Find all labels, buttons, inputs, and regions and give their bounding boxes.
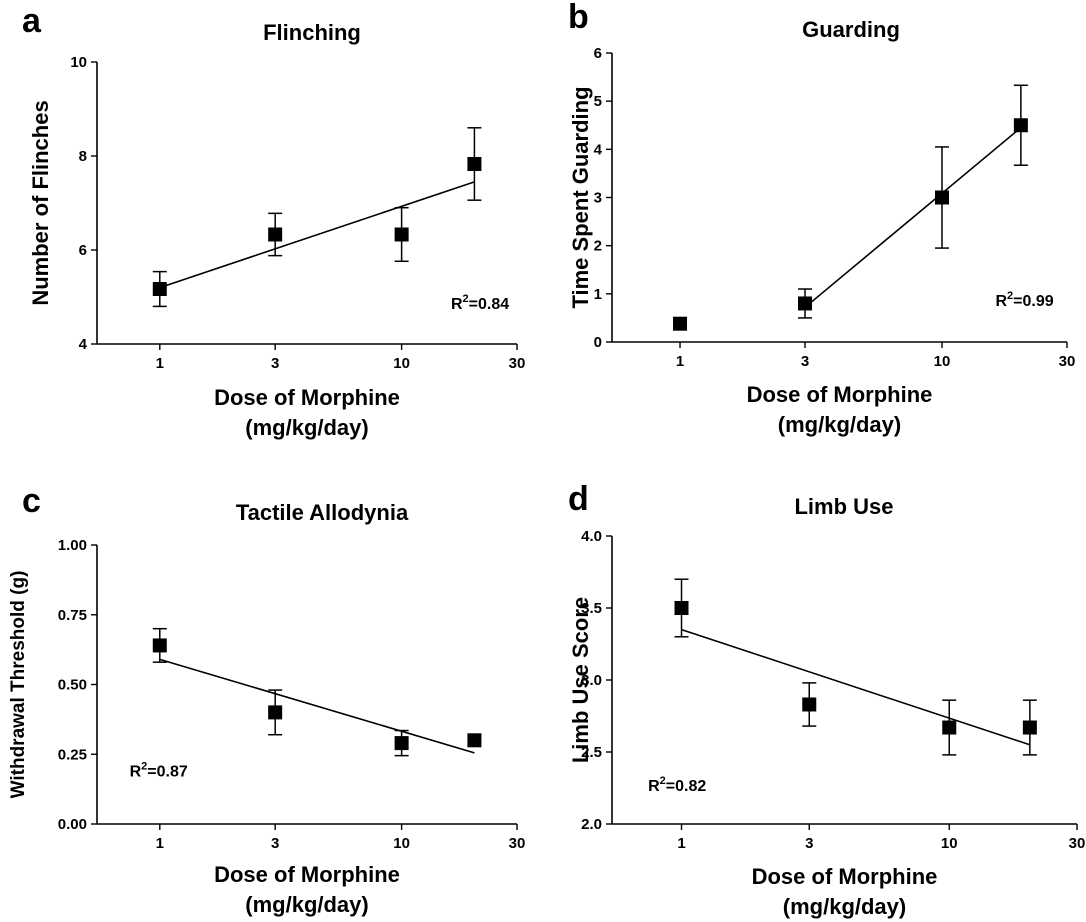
data-point	[802, 697, 817, 712]
y-tick-label: 3.0	[581, 672, 602, 689]
x-tick-label: 3	[805, 835, 813, 852]
y-tick-label: 3.5	[581, 600, 602, 617]
y-axis-label: Withdrawal Threshold (g)	[8, 571, 29, 799]
y-tick-label: 6	[79, 242, 87, 259]
y-tick-label: 4	[79, 336, 88, 353]
x-tick-label: 30	[1069, 835, 1086, 852]
x-axis-label: Dose of Morphine	[752, 864, 938, 889]
data-point	[467, 733, 482, 748]
chart-panel-c: c Tactile Allodynia 0.00 0.25 0.50 0.75 1.00 1 3…	[8, 482, 525, 917]
y-tick-label: 0.25	[58, 746, 87, 763]
y-tick-label: 0	[594, 334, 602, 351]
x-tick-label: 10	[393, 835, 410, 852]
r-squared-annotation: R2=0.84	[451, 293, 509, 313]
chart-title: Guarding	[802, 17, 900, 42]
fit-line	[804, 127, 1022, 308]
x-axis-label: Dose of Morphine	[747, 382, 933, 407]
data-point	[1013, 118, 1028, 133]
chart-title: Limb Use	[794, 494, 893, 519]
y-tick-label: 10	[70, 54, 87, 71]
y-axis-label: Time Spent Guarding	[568, 86, 593, 308]
data-point	[152, 638, 167, 653]
data-point	[1022, 720, 1037, 735]
y-tick-label: 1	[594, 286, 602, 303]
x-tick-label: 30	[509, 355, 526, 372]
data-point	[674, 601, 689, 615]
x-axis-label: (mg/kg/day)	[783, 894, 906, 919]
y-tick-label: 0.00	[58, 816, 87, 833]
x-axis-label: (mg/kg/day)	[245, 892, 368, 917]
r-squared-annotation: R2=0.99	[995, 290, 1053, 310]
data-point	[798, 296, 813, 311]
data-point	[268, 227, 283, 242]
y-tick-label: 5	[594, 93, 602, 110]
y-tick-label: 2	[594, 238, 602, 255]
x-tick-label: 3	[801, 353, 809, 370]
y-axis-label: Limb Use Score	[568, 597, 593, 763]
y-tick-label: 8	[79, 148, 87, 165]
fit-line	[681, 628, 1031, 746]
fit-line	[159, 181, 475, 289]
x-tick-label: 10	[941, 835, 958, 852]
y-tick-label: 4.0	[581, 528, 602, 545]
x-axis-label: Dose of Morphine	[214, 862, 400, 887]
r-squared-annotation: R2=0.82	[648, 775, 706, 795]
x-tick-label: 30	[509, 835, 526, 852]
panel-letter: a	[22, 2, 42, 40]
y-tick-label: 0.50	[58, 677, 87, 694]
x-axis-label: (mg/kg/day)	[778, 412, 901, 437]
y-axis-label: Number of Flinches	[28, 100, 53, 305]
x-tick-label: 10	[393, 355, 410, 372]
chart-panel-a: a Flinching 4 6 8 10 1 3 10 30 Dose of Morphine (mg…	[22, 2, 525, 440]
data-point	[935, 190, 950, 205]
data-point	[467, 156, 482, 171]
y-tick-label: 0.75	[58, 607, 87, 624]
y-tick-label: 1.00	[58, 537, 87, 554]
x-axis-label: Dose of Morphine	[214, 385, 400, 410]
y-tick-label: 3	[594, 190, 602, 207]
panel-letter: b	[568, 0, 589, 36]
panel-letter: c	[22, 482, 41, 520]
y-tick-label: 2.5	[581, 744, 602, 761]
x-tick-label: 3	[271, 355, 279, 372]
x-tick-label: 30	[1059, 353, 1076, 370]
fit-line	[159, 658, 475, 754]
data-point	[268, 705, 283, 720]
x-tick-label: 3	[271, 835, 279, 852]
chart-panel-b: b Guarding 0 1 2 3 4 5 6 1 3 10 30 Dose of Morphine (m…	[568, 0, 1075, 437]
x-tick-label: 10	[934, 353, 951, 370]
data-point	[673, 316, 688, 331]
x-tick-label: 1	[676, 353, 684, 370]
x-axis-label: (mg/kg/day)	[245, 415, 368, 440]
y-tick-label: 2.0	[581, 816, 602, 833]
data-point	[394, 736, 409, 751]
panel-letter: d	[568, 480, 589, 518]
x-tick-label: 1	[677, 835, 685, 852]
data-point	[394, 227, 409, 242]
chart-panel-d: d Limb Use 2.0 2.5 3.0 3.5 4.0 1 3 10 30 Dose of Mo…	[568, 480, 1085, 919]
x-tick-label: 1	[156, 355, 164, 372]
x-tick-label: 1	[156, 835, 164, 852]
data-point	[152, 282, 167, 297]
data-point	[942, 720, 957, 735]
y-tick-label: 4	[594, 141, 603, 158]
r-squared-annotation: R2=0.87	[130, 761, 188, 781]
chart-title: Tactile Allodynia	[236, 500, 409, 525]
chart-title: Flinching	[263, 20, 361, 45]
y-tick-label: 6	[594, 45, 602, 62]
